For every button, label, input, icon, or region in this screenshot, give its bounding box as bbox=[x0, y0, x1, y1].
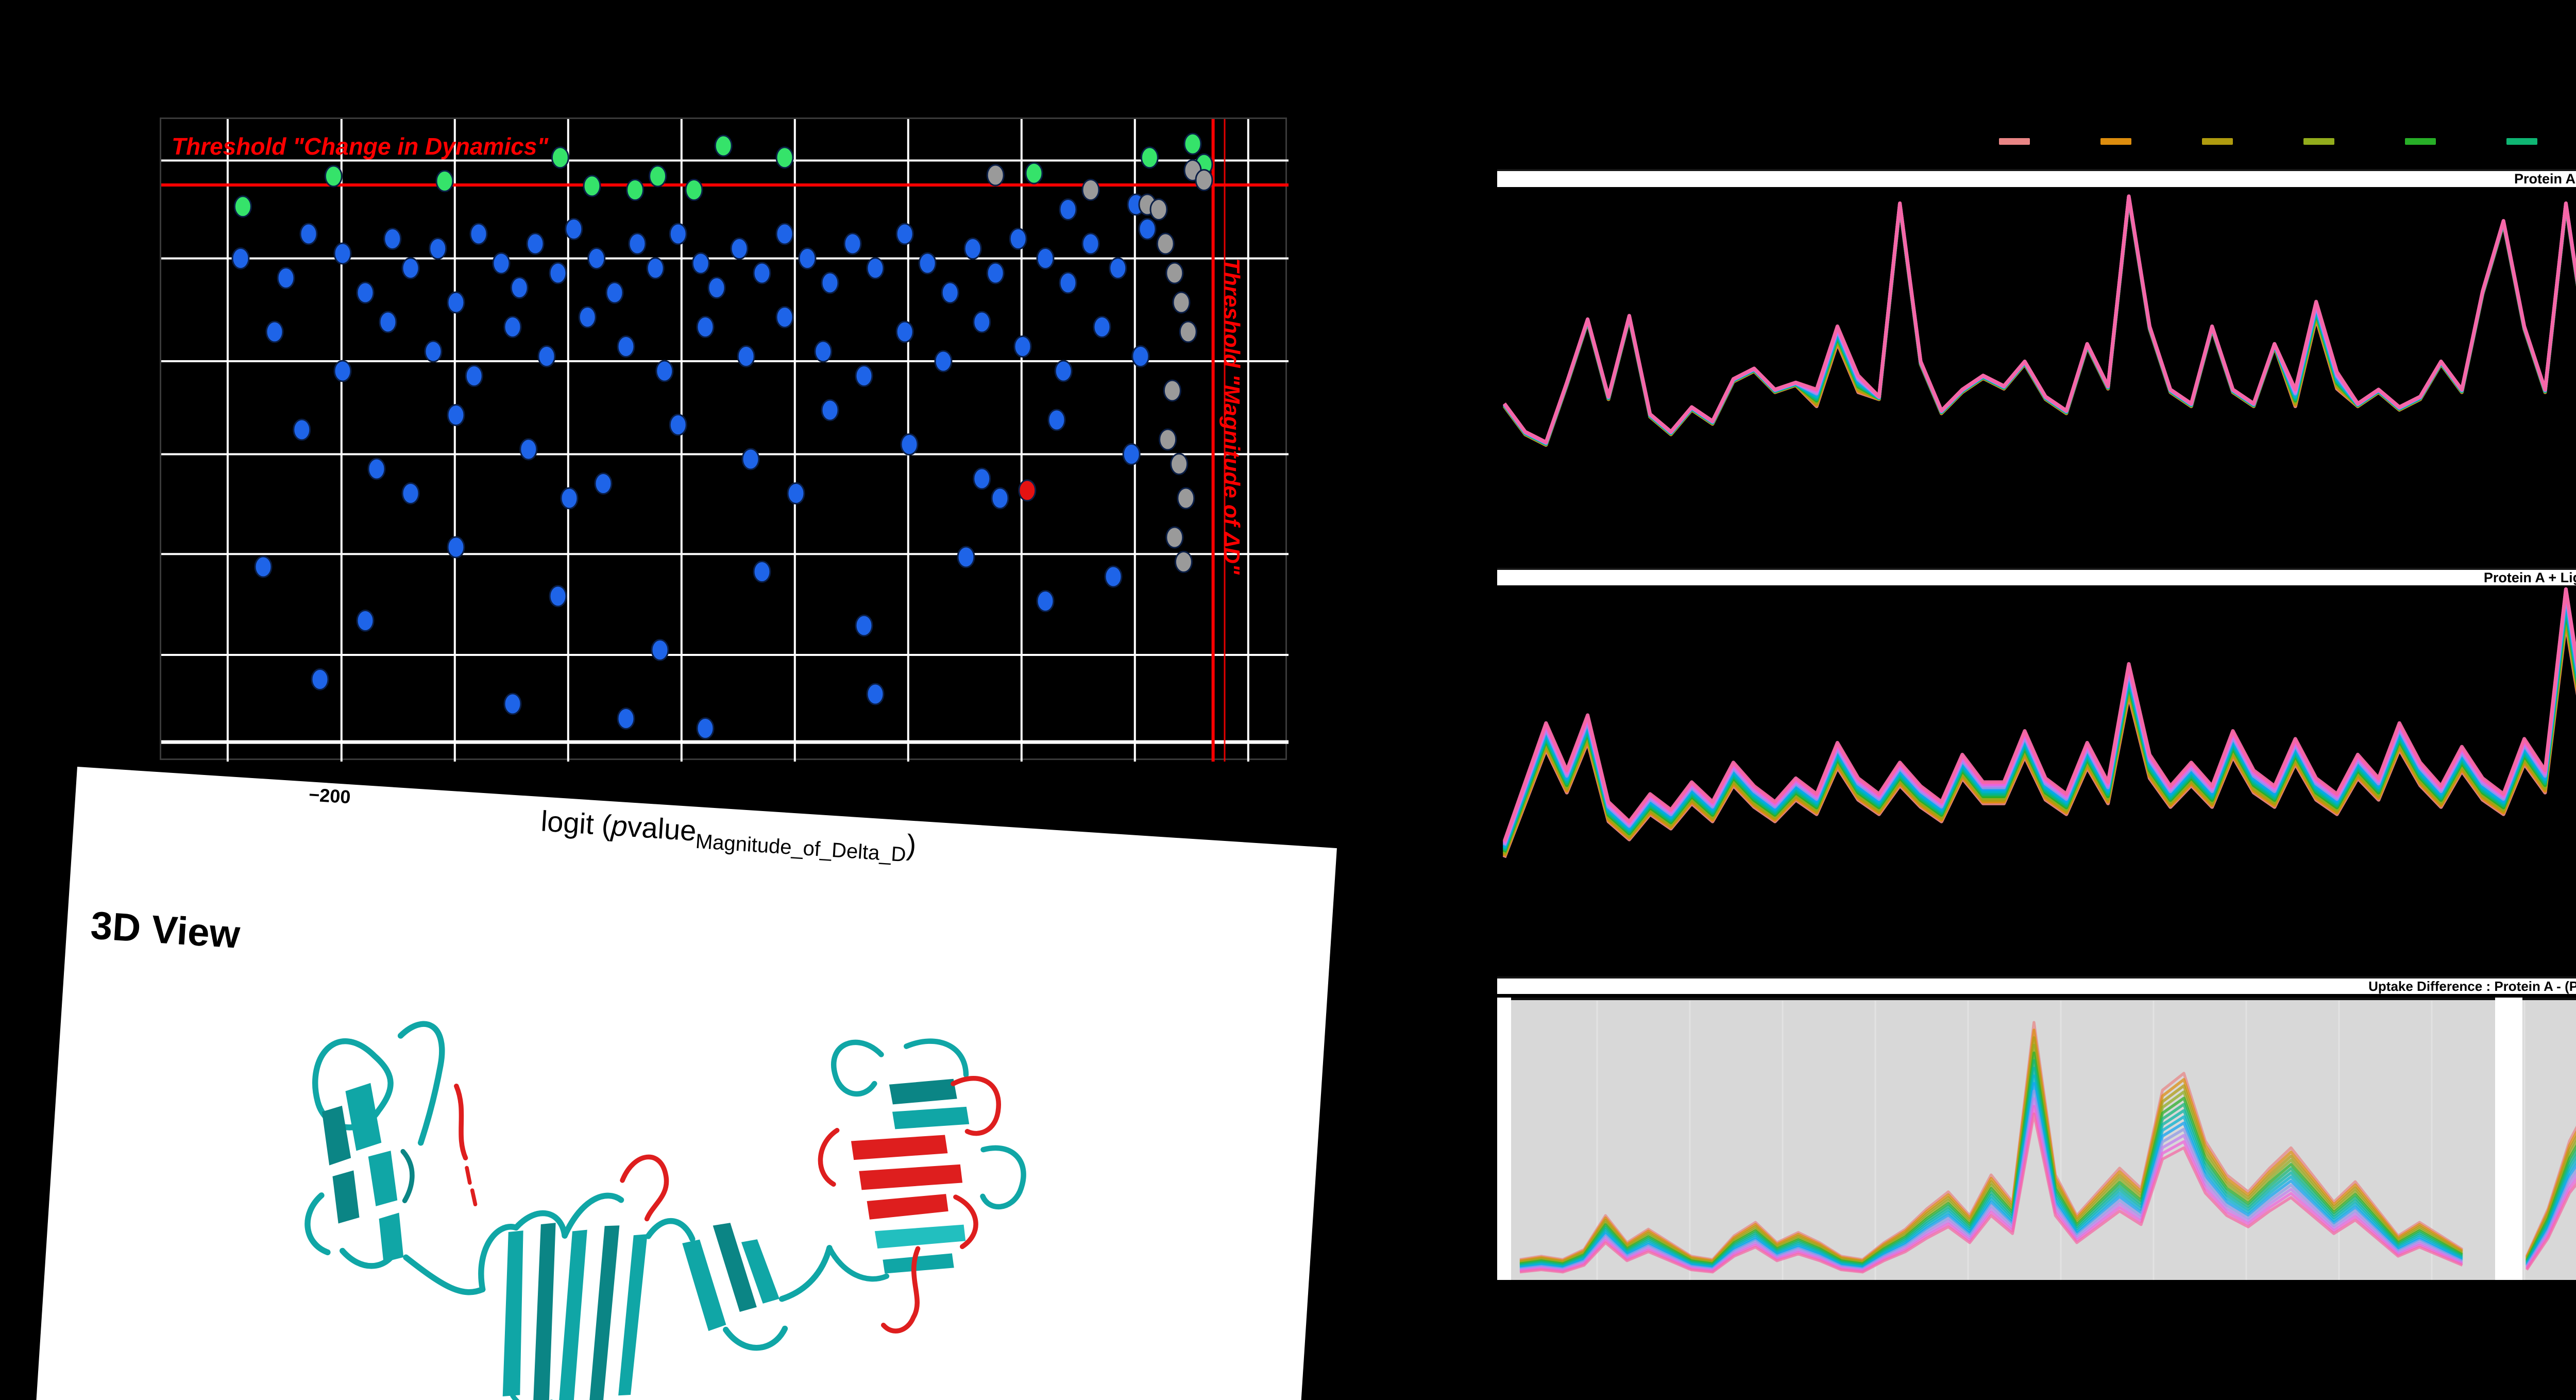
chart-title-bar-protein-a-ligand: Protein A + Ligand bbox=[1497, 568, 2576, 585]
3d-view-title: 3D View bbox=[89, 903, 242, 957]
chart-title-protein-a-ligand: Protein A + Ligand bbox=[2483, 569, 2576, 585]
threshold-magnitude-label: Threshold "Magnitude of ΔD" bbox=[1219, 258, 1244, 575]
legend-mark[interactable] bbox=[2303, 138, 2334, 145]
volcano-x-tick: −200 bbox=[308, 784, 351, 808]
3d-view-card: −200 logit (pvalueMagnitude_of_Delta_D) … bbox=[31, 767, 1337, 1400]
legend-mark[interactable] bbox=[2506, 138, 2537, 145]
xlabel-suffix: ) bbox=[905, 828, 918, 862]
chart-title-protein-a: Protein A bbox=[2514, 171, 2575, 187]
chart-title-uptake-difference: Uptake Difference : Protein A - (Protein… bbox=[2368, 978, 2576, 994]
uptake-chart-protein-a[interactable] bbox=[1497, 187, 2576, 538]
legend-mark[interactable] bbox=[2202, 138, 2233, 145]
chart-title-bar-protein-a: Protein A bbox=[1497, 169, 2576, 187]
uptake-chart-protein-a-ligand[interactable] bbox=[1497, 585, 2576, 963]
xlabel-subscript: Magnitude_of_Delta_D bbox=[694, 830, 907, 867]
threshold-dynamics-label: Threshold "Change in Dynamics" bbox=[172, 133, 549, 160]
legend-mark[interactable] bbox=[2100, 138, 2131, 145]
chart-title-bar-uptake-difference: Uptake Difference : Protein A - (Protein… bbox=[1497, 976, 2576, 994]
xlabel-main: value bbox=[626, 810, 698, 847]
protein-ribbon-3d-render[interactable] bbox=[208, 978, 1088, 1400]
xlabel-prefix: logit ( bbox=[540, 804, 613, 842]
uptake-difference-panel bbox=[1497, 998, 2576, 1280]
xlabel-p: p bbox=[610, 809, 629, 843]
legend-mark[interactable] bbox=[1999, 138, 2030, 145]
volcano-x-axis-label: logit (pvalueMagnitude_of_Delta_D) bbox=[539, 804, 917, 867]
legend-mark[interactable] bbox=[2405, 138, 2436, 145]
volcano-scatter-layer[interactable] bbox=[161, 119, 1289, 762]
volcano-plot[interactable]: Threshold "Change in Dynamics" Threshold… bbox=[160, 117, 1289, 762]
uptake-difference-chart[interactable] bbox=[1497, 998, 2576, 1280]
